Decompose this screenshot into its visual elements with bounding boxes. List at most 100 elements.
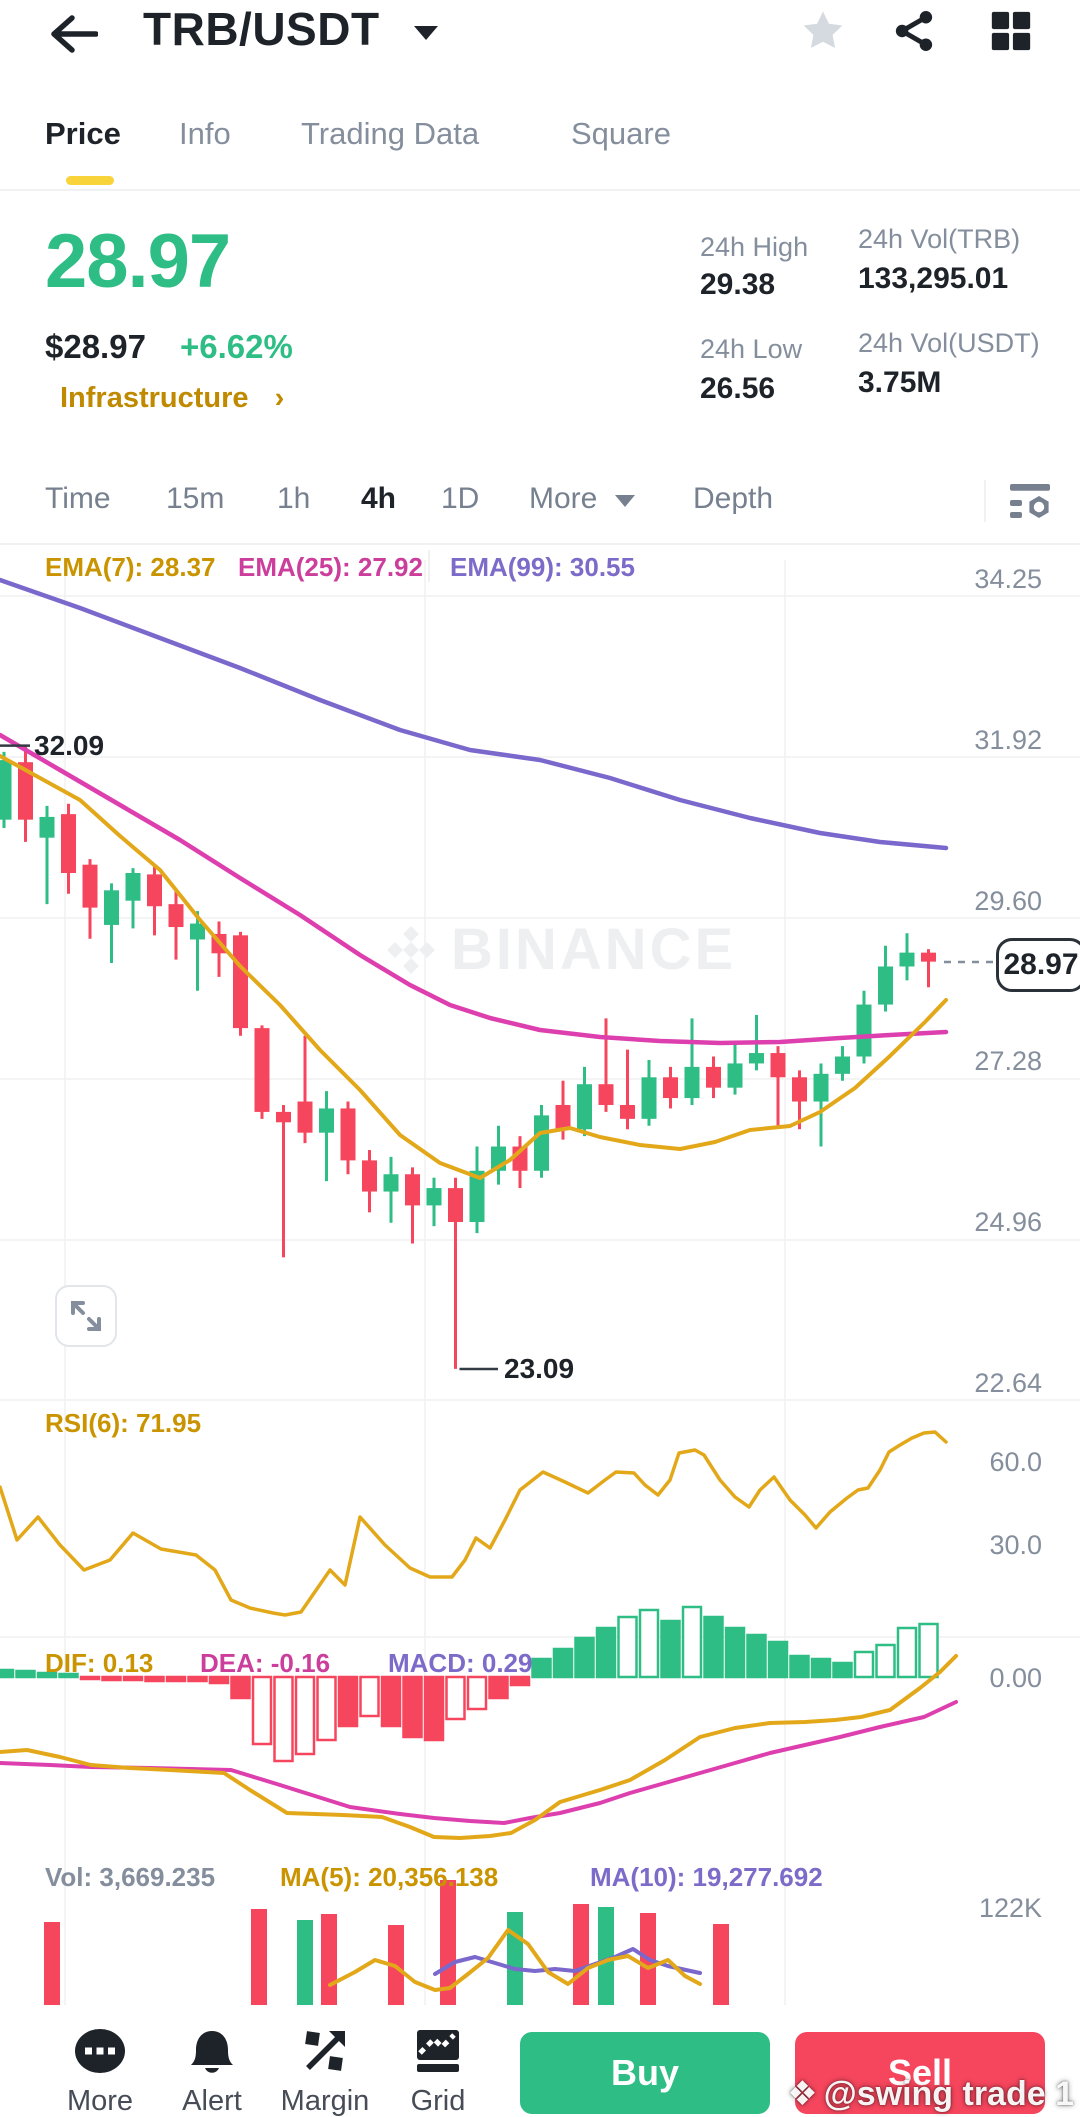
- candle-body: [727, 1063, 743, 1088]
- volume-bar: [507, 1912, 523, 2005]
- candle-body: [749, 1053, 764, 1064]
- macd-histogram-bar: [187, 1675, 208, 1683]
- tab-info[interactable]: Info: [179, 116, 231, 151]
- macd-histogram-bar: [423, 1675, 445, 1742]
- more-ellipsis-icon: [75, 2029, 125, 2073]
- candle-body: [125, 873, 141, 901]
- depth-button[interactable]: Depth: [693, 482, 774, 515]
- macd-value-legend: MACD: 0.29: [388, 1648, 533, 1678]
- sell-button[interactable]: Sell: [795, 2032, 1045, 2114]
- volume-ma5-line: [328, 1928, 702, 1992]
- nav-margin-button[interactable]: Margin: [270, 2026, 380, 2117]
- interval-4h-selected[interactable]: 4h: [361, 482, 397, 515]
- nav-grid-button[interactable]: Grid: [383, 2026, 493, 2117]
- indicator-settings-icon[interactable]: [1006, 478, 1054, 526]
- tab-trading-data[interactable]: Trading Data: [301, 116, 480, 151]
- toolbar-divider: [984, 480, 986, 522]
- price-axis-34-25: 34.25: [974, 564, 1042, 594]
- volume-bar: [598, 1907, 614, 2005]
- candle-body: [706, 1066, 721, 1088]
- macd-histogram-bar: [122, 1675, 144, 1682]
- last-price: 28.97: [45, 219, 231, 304]
- more-intervals-dropdown[interactable]: More: [529, 482, 636, 516]
- volume-bar: [251, 1909, 267, 2005]
- ema25-line: [0, 732, 949, 1046]
- macd-histogram-bar: [101, 1675, 122, 1682]
- candle-body: [0, 760, 12, 820]
- macd-histogram-bar: [208, 1675, 230, 1685]
- candle-body: [684, 1066, 700, 1099]
- tabs-divider: [0, 189, 1080, 191]
- candle-body: [469, 1170, 485, 1223]
- stat-24h-low-label: 24h Low: [700, 334, 803, 364]
- price-axis-29-60: 29.60: [974, 886, 1042, 916]
- macd-histogram-bar: [58, 1672, 79, 1679]
- candle-body: [104, 890, 119, 925]
- interval-1h[interactable]: 1h: [277, 482, 311, 515]
- candle-body: [254, 1028, 270, 1112]
- binance-watermark: BINANCE: [385, 916, 736, 983]
- candle-body: [598, 1084, 614, 1105]
- macd-histogram-bar: [380, 1675, 402, 1728]
- volume-bar: [713, 1924, 729, 2005]
- tab-square[interactable]: Square: [571, 116, 671, 151]
- macd-histogram-bar: [488, 1675, 509, 1700]
- volume-bar: [321, 1914, 337, 2005]
- apps-grid-icon[interactable]: [988, 8, 1034, 54]
- interval-time[interactable]: Time: [45, 482, 111, 515]
- volume-bar: [440, 1880, 456, 2005]
- ema7-legend: EMA(7): 28.37: [45, 552, 216, 582]
- share-icon[interactable]: [892, 8, 936, 54]
- candle-body: [82, 864, 98, 908]
- candle-body: [362, 1160, 377, 1192]
- volume-ma5-legend: MA(5): 20,356.138: [280, 1862, 499, 1892]
- candle-body: [577, 1084, 592, 1130]
- candle-body: [405, 1174, 420, 1206]
- buy-button[interactable]: Buy: [520, 2032, 770, 2114]
- stat-24h-volusdt-label: 24h Vol(USDT): [858, 328, 1040, 358]
- macd-histogram-bar: [595, 1626, 617, 1679]
- macd-histogram-bar: [144, 1675, 165, 1683]
- interval-15m[interactable]: 15m: [166, 482, 225, 515]
- candle-body: [426, 1188, 442, 1206]
- back-arrow-icon[interactable]: [48, 14, 98, 54]
- candle-body: [168, 904, 184, 928]
- favorite-star-icon[interactable]: [800, 8, 846, 54]
- stat-24h-voltrb-value: 133,295.01: [858, 262, 1009, 295]
- ema99-legend: EMA(99): 30.55: [450, 552, 635, 582]
- rsi-axis-30: 30.0: [989, 1530, 1042, 1560]
- macd-histogram-bar: [617, 1615, 638, 1679]
- price-axis-27-28: 27.28: [974, 1046, 1042, 1076]
- binance-diamond-logo: ❖: [787, 2075, 818, 2113]
- price-axis-31-92: 31.92: [974, 725, 1042, 755]
- candle-body: [39, 816, 55, 838]
- volume-axis-122k: 122K: [978, 1893, 1042, 1923]
- macd-histogram-bar: [918, 1622, 939, 1679]
- nav-more-button[interactable]: More: [45, 2026, 155, 2117]
- fullscreen-expand-button[interactable]: [55, 1285, 117, 1347]
- stat-24h-high-value: 29.38: [700, 268, 776, 301]
- nav-alert-button[interactable]: Alert: [157, 2026, 267, 2117]
- rsi-axis-60: 60.0: [989, 1447, 1042, 1477]
- pair-dropdown-caret-icon[interactable]: [412, 24, 440, 42]
- pair-title[interactable]: TRB/USDT: [143, 3, 380, 55]
- candlestick-chart-canvas[interactable]: [0, 540, 1080, 2010]
- macd-histogram-bar: [79, 1675, 101, 1681]
- low-price-marker: 23.09: [504, 1353, 575, 1384]
- interval-1d[interactable]: 1D: [441, 482, 480, 515]
- category-link[interactable]: Infrastructure ›: [60, 382, 284, 415]
- tab-price[interactable]: Price: [45, 116, 121, 151]
- ema99-line: [0, 577, 949, 851]
- candle-body: [792, 1077, 807, 1102]
- candle-body: [620, 1104, 635, 1119]
- candle-body: [61, 814, 76, 873]
- last-price-tag[interactable]: 28.97: [996, 938, 1080, 992]
- macd-histogram-bar: [15, 1669, 36, 1679]
- price-change-percent: +6.62%: [180, 328, 293, 365]
- candle-body: [770, 1053, 786, 1078]
- macd-dif-legend: DIF: 0.13: [45, 1648, 154, 1678]
- macd-histogram-bar: [552, 1647, 574, 1679]
- stat-24h-high-label: 24h High: [700, 232, 809, 262]
- rsi-line: [0, 1430, 948, 1617]
